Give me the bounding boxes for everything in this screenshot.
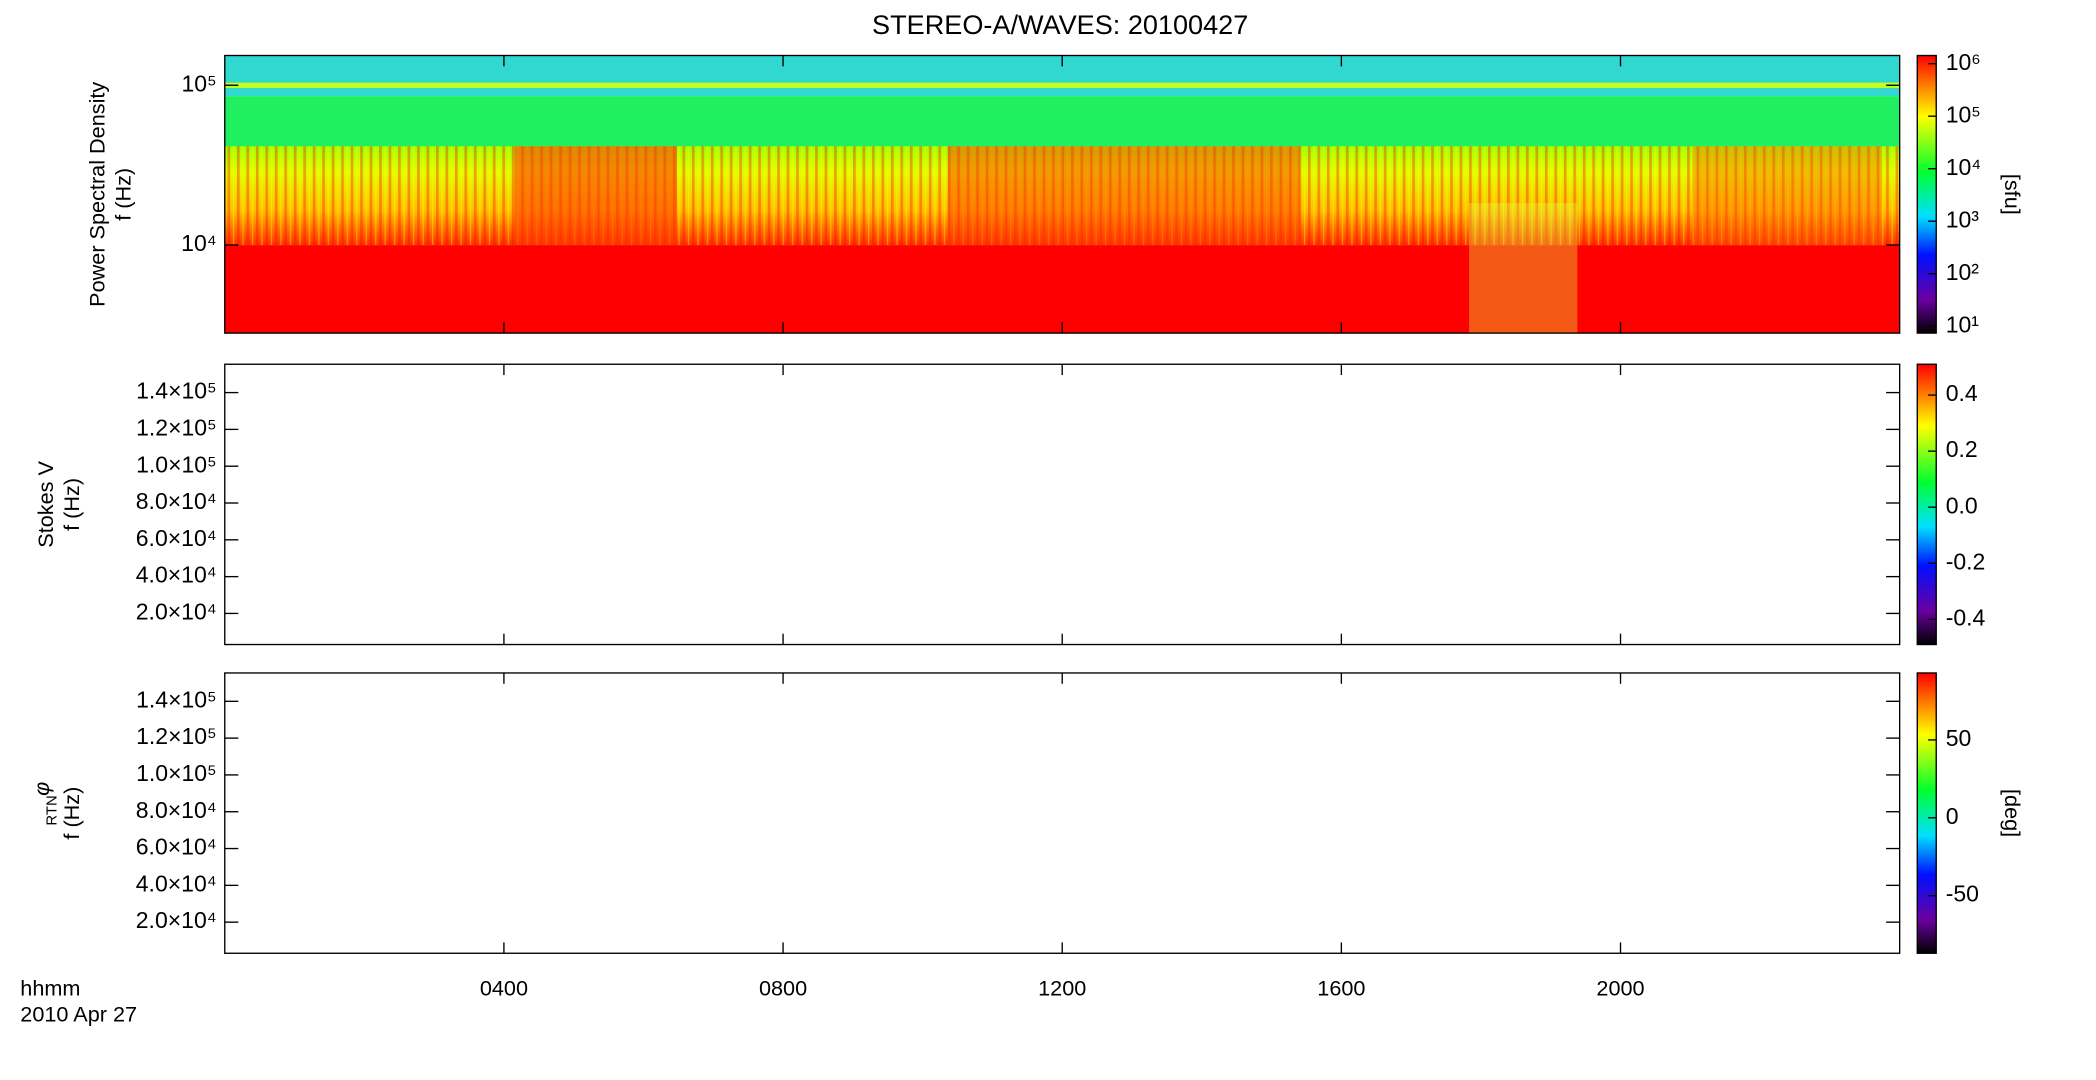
colorbar-tick-label: 10¹: [1946, 311, 1980, 337]
colorbar-tick-label: 10²: [1946, 259, 1980, 285]
colorbar-tick-label: 0.4: [1946, 380, 1978, 406]
y-tick-label: 6.0×10⁴: [136, 834, 217, 860]
y-axis-label: f (Hz): [59, 478, 84, 531]
colorbar-tick-label: 10⁶: [1946, 49, 1981, 75]
y-tick-label: 1.4×10⁵: [136, 686, 217, 712]
y-axis-label: f (Hz): [59, 787, 84, 840]
plot-frame: [224, 363, 1901, 646]
colorbar: [1916, 672, 1937, 954]
colorbar: [1916, 363, 1937, 646]
colorbar-tick-label: 10³: [1946, 206, 1980, 232]
x-tick-label: 1200: [1038, 976, 1086, 1001]
y-tick-label: 2.0×10⁴: [136, 907, 217, 933]
date-label: 2010 Apr 27: [20, 1001, 137, 1026]
colorbar: [1916, 54, 1937, 334]
y-tick-label: 1.2×10⁵: [136, 723, 217, 749]
y-tick-label: 10⁴: [181, 230, 216, 256]
colorbar-tick-label: -0.2: [1946, 548, 1986, 574]
x-tick-label: 1600: [1317, 976, 1365, 1001]
colorbar-label: [sfu]: [2000, 174, 2025, 215]
y-tick-label: 4.0×10⁴: [136, 562, 217, 588]
colorbar-tick-label: 50: [1946, 725, 1972, 751]
spectrogram-image: [224, 55, 1900, 334]
colorbar-tick-label: 10⁴: [1946, 154, 1981, 180]
colorbar-tick-label: 0.2: [1946, 436, 1978, 462]
title: STEREO-A/WAVES: 20100427: [872, 9, 1248, 40]
colorbar-label: [deg]: [2000, 789, 2025, 837]
y-axis-label: RTN: [45, 795, 61, 825]
y-tick-label: 2.0×10⁴: [136, 599, 217, 625]
y-tick-label: 1.4×10⁵: [136, 378, 217, 404]
x-tick-label: 0400: [480, 976, 528, 1001]
x-tick-label: 2000: [1596, 976, 1644, 1001]
colorbar-tick-label: 0: [1946, 803, 1959, 829]
y-axis-label: f (Hz): [110, 168, 135, 221]
y-tick-label: 8.0×10⁴: [136, 797, 217, 823]
y-axis-label: Stokes V: [33, 461, 58, 548]
y-tick-label: 4.0×10⁴: [136, 870, 217, 896]
plot-frame: [224, 672, 1901, 954]
colorbar-tick-label: -50: [1946, 881, 1979, 907]
colorbar-tick-label: 10⁵: [1946, 101, 1981, 127]
y-tick-label: 1.2×10⁵: [136, 414, 217, 440]
x-tick-label: 0800: [759, 976, 807, 1001]
y-tick-label: 10⁵: [182, 70, 217, 96]
y-tick-label: 8.0×10⁴: [136, 488, 217, 514]
x-axis-label: hhmm: [20, 976, 80, 1001]
colorbar-tick-label: -0.4: [1946, 604, 1986, 630]
y-tick-label: 1.0×10⁵: [136, 451, 217, 477]
colorbar-tick-label: 0.0: [1946, 492, 1978, 518]
y-axis-label: Power Spectral Density: [85, 82, 110, 307]
y-tick-label: 1.0×10⁵: [136, 760, 217, 786]
y-axis-label: φ: [29, 782, 54, 796]
y-tick-label: 6.0×10⁴: [136, 525, 217, 551]
